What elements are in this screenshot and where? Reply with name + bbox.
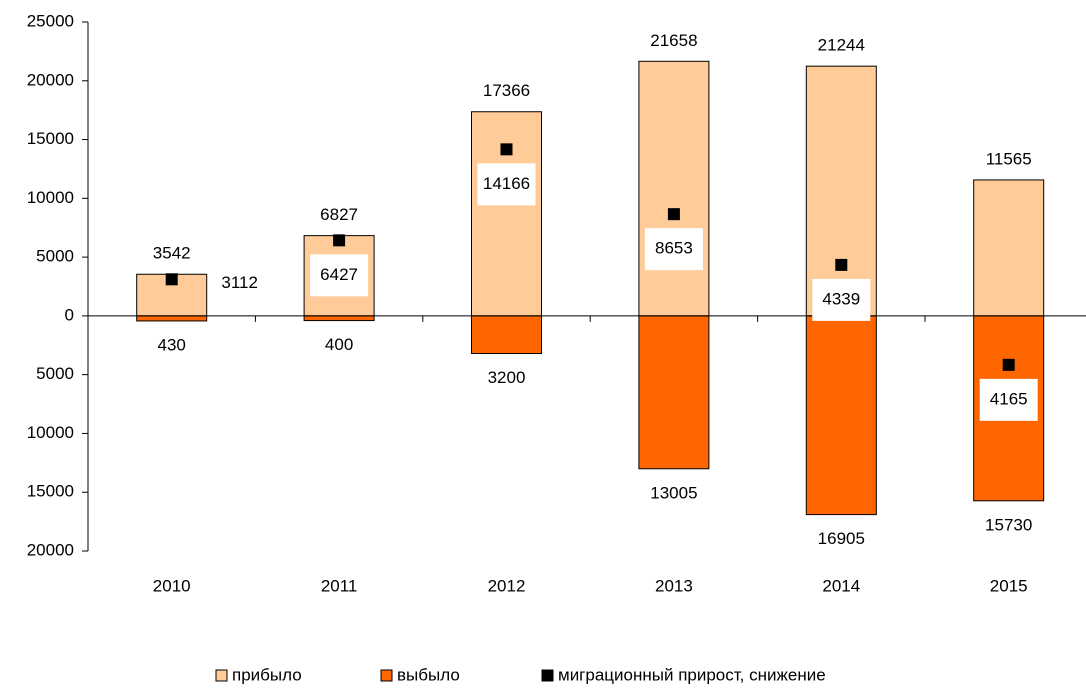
data-label: 4339	[822, 289, 860, 308]
data-label: 13005	[650, 483, 697, 502]
label-box	[644, 228, 703, 271]
bar	[471, 315, 542, 355]
y-tick-label: 20000	[27, 70, 74, 89]
data-label: 430	[158, 335, 186, 354]
legend-label: выбыло	[397, 665, 460, 684]
y-tick-label: 20000	[27, 540, 74, 559]
marker	[667, 208, 680, 221]
data-label: 3200	[488, 368, 526, 387]
data-label: 11565	[986, 149, 1032, 168]
marker	[1002, 358, 1015, 371]
bar	[471, 111, 542, 317]
legend-label: миграционный прирост, снижение	[558, 665, 826, 684]
bar	[303, 315, 375, 322]
bar	[805, 65, 877, 317]
marker	[500, 143, 513, 156]
data-label: 21658	[650, 31, 697, 50]
data-label: 3542	[153, 244, 191, 263]
marker	[835, 258, 848, 271]
data-label: 17366	[483, 81, 530, 100]
data-label: 400	[325, 335, 353, 354]
y-tick-label: 25000	[27, 11, 74, 30]
data-label: 4165	[990, 389, 1028, 408]
y-tick-label: 0	[65, 305, 74, 324]
data-label: 16905	[818, 529, 865, 548]
legend-swatch	[541, 669, 554, 682]
x-tick-label: 2013	[655, 576, 693, 595]
bar	[136, 315, 208, 322]
x-tick-label: 2015	[990, 576, 1028, 595]
y-tick-label: 15000	[27, 129, 74, 148]
bar	[973, 179, 1045, 317]
y-tick-label: 5000	[36, 247, 74, 266]
bar	[805, 315, 877, 516]
legend-label: прибыло	[232, 665, 302, 684]
x-tick-label: 2012	[488, 576, 526, 595]
x-tick-label: 2011	[321, 576, 358, 595]
y-tick-label: 15000	[27, 482, 74, 501]
legend-swatch	[380, 669, 393, 682]
bar	[638, 60, 710, 317]
y-tick-label: 10000	[27, 423, 74, 442]
bar	[638, 315, 710, 470]
y-tick-label: 5000	[36, 364, 74, 383]
legend-swatch	[215, 669, 228, 682]
data-label: 3112	[221, 273, 258, 292]
data-label: 6427	[320, 265, 358, 284]
x-tick-label: 2014	[822, 576, 860, 595]
data-label: 6827	[320, 205, 358, 224]
data-label: 21244	[818, 36, 865, 55]
data-label: 15730	[985, 515, 1032, 534]
data-label: 8653	[655, 239, 693, 258]
marker	[333, 234, 346, 247]
label-box	[477, 163, 536, 206]
label-box	[310, 254, 369, 297]
x-tick-label: 2010	[153, 576, 191, 595]
label-box	[979, 378, 1038, 421]
data-label: 14166	[483, 174, 530, 193]
label-box	[812, 278, 871, 321]
marker	[165, 273, 178, 286]
y-tick-label: 10000	[27, 188, 74, 207]
